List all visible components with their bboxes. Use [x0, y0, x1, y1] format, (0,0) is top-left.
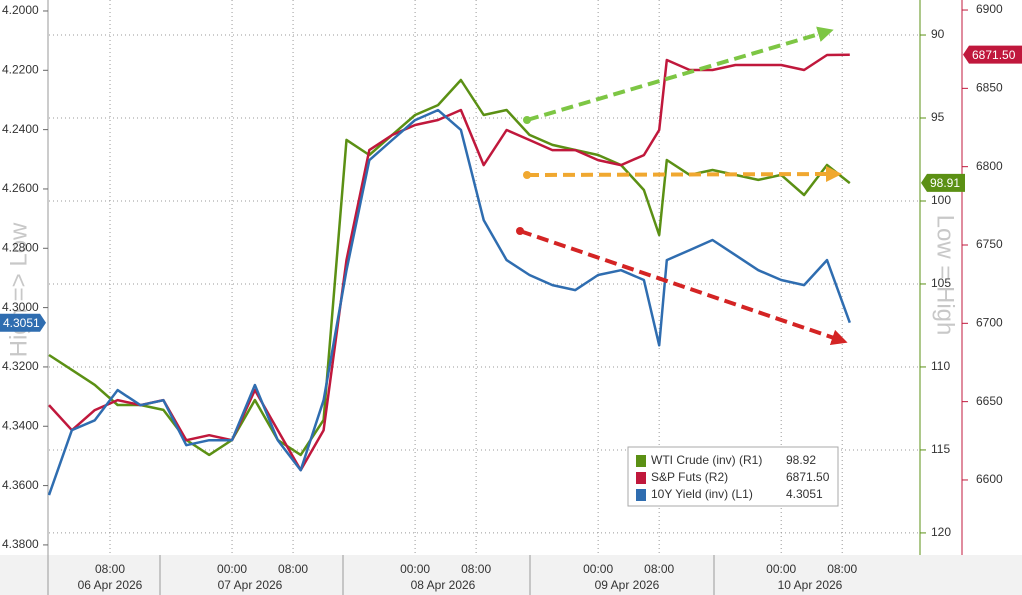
- x-tick-label: 00:00: [217, 562, 247, 576]
- x-axis-band: [0, 555, 1022, 595]
- series-line: [48, 78, 851, 457]
- y2-tick-label: 115: [931, 442, 950, 456]
- legend-swatch: [636, 455, 646, 467]
- x-tick-label: 00:00: [766, 562, 796, 576]
- day-separators: [159, 555, 715, 595]
- y3-tick-label: 6650: [976, 394, 1003, 408]
- y3-tick-label: 6700: [976, 315, 1003, 329]
- arrow-start: [523, 116, 531, 124]
- y-tick-label: 4.3200: [2, 359, 39, 373]
- y-tick-label: 4.3000: [2, 300, 39, 314]
- date-label: 06 Apr 2026: [78, 578, 143, 592]
- y3-tick-label: 6800: [976, 159, 1003, 173]
- x-tick-label: 08:00: [461, 562, 491, 576]
- y2-axis-label: Low = High: [932, 215, 959, 336]
- arrow: [519, 229, 848, 345]
- y-tick-label: 4.2200: [2, 62, 39, 76]
- series-line: [48, 53, 850, 472]
- value-tag: [963, 45, 1022, 64]
- y-tick-label: 4.2600: [2, 181, 39, 195]
- date-label: 09 Apr 2026: [595, 578, 660, 592]
- arrow-start: [516, 227, 524, 235]
- value-tag-label: 4.3051: [3, 316, 40, 330]
- arrow-start: [523, 171, 531, 179]
- x-tick-label: 08:00: [278, 562, 308, 576]
- legend-value: 4.3051: [786, 487, 823, 501]
- series-line: [47, 108, 851, 496]
- y2-tick-label: 105: [931, 276, 951, 290]
- value-tag-label: 98.91: [930, 176, 960, 190]
- y3-tick-label: 6750: [976, 237, 1003, 251]
- legend-box: [627, 446, 839, 507]
- y2-tick-label: 110: [931, 359, 950, 373]
- legend-swatch: [636, 489, 646, 501]
- x-tick-label: 00:00: [400, 562, 430, 576]
- y3-tick-label: 6850: [976, 81, 1003, 95]
- date-label: 08 Apr 2026: [411, 578, 476, 592]
- legend: WTI Crude (inv) (R1) 98.92 S&P Futs (R2) 68…: [636, 453, 830, 501]
- x-tick-label: 08:00: [95, 562, 125, 576]
- value-tag: [921, 173, 965, 192]
- date-label: 10 Apr 2026: [778, 578, 843, 592]
- y2-tick-label: 100: [931, 193, 951, 207]
- y2-tick-label: 120: [931, 525, 951, 539]
- date-label: 07 Apr 2026: [218, 578, 283, 592]
- legend-swatch: [636, 472, 646, 484]
- y-tick-label: 4.3600: [2, 478, 39, 492]
- y-axis-label: High => Low: [5, 222, 32, 357]
- y-tick-label: 4.3400: [2, 418, 39, 432]
- y-tick-label: 4.2400: [2, 122, 39, 136]
- y2-tick-label: 95: [931, 110, 945, 124]
- y3-tick-label: 6600: [976, 472, 1003, 486]
- y-tick-label: 4.2800: [2, 240, 39, 254]
- x-tick-label: 00:00: [583, 562, 613, 576]
- x-tick-label: 08:00: [644, 562, 674, 576]
- trend-arrows: [516, 26, 848, 345]
- y2-tick-label: 90: [931, 27, 945, 41]
- legend-label: WTI Crude (inv) (R1): [651, 453, 762, 467]
- legend-label: 10Y Yield (inv) (L1): [651, 487, 753, 501]
- value-tag: [0, 313, 46, 332]
- x-tick-label: 08:00: [827, 562, 857, 576]
- y-tick-label: 4.3800: [2, 537, 39, 551]
- value-tag-label: 6871.50: [972, 48, 1016, 62]
- legend-value: 6871.50: [786, 470, 830, 484]
- arrow: [526, 26, 834, 122]
- y-tick-label: 4.2000: [2, 3, 39, 17]
- legend-value: 98.92: [786, 453, 816, 467]
- legend-label: S&P Futs (R2): [651, 470, 728, 484]
- plot: [47, 0, 920, 555]
- arrow: [526, 166, 842, 183]
- y3-tick-label: 6900: [976, 2, 1003, 16]
